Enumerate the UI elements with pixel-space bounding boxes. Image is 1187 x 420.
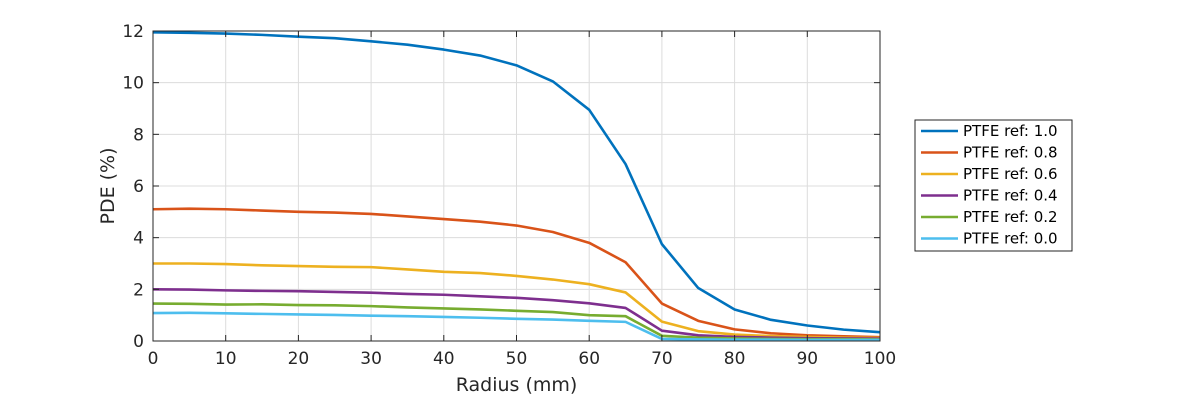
y-axis-label: PDE (%) [97, 147, 119, 224]
legend-label: PTFE ref: 0.2 [963, 208, 1058, 226]
x-tick-label: 10 [215, 349, 237, 369]
x-tick-label: 20 [288, 349, 310, 369]
x-axis-tick-labels: 0 10 20 30 40 50 60 70 80 90 100 [148, 349, 897, 369]
series-line-0 [152, 30, 881, 334]
x-tick-label: 90 [796, 349, 818, 369]
y-tick-label: 8 [133, 125, 144, 145]
legend-label: PTFE ref: 1.0 [963, 122, 1058, 140]
x-axis-label: Radius (mm) [456, 374, 578, 396]
y-axis-tick-labels: 0 2 4 6 8 10 12 [122, 22, 144, 352]
legend-label: PTFE ref: 0.4 [963, 187, 1058, 205]
series-line-1 [152, 207, 881, 339]
y-tick-label: 2 [133, 280, 144, 300]
y-tick-label: 4 [133, 229, 144, 249]
x-tick-label: 80 [724, 349, 746, 369]
y-tick-label: 0 [133, 332, 144, 352]
axis-ticks [152, 30, 881, 342]
y-tick-label: 12 [122, 22, 144, 42]
y-tick-label: 10 [122, 74, 144, 94]
x-tick-label: 70 [651, 349, 673, 369]
x-tick-label: 100 [864, 349, 896, 369]
legend-label: PTFE ref: 0.8 [963, 144, 1058, 162]
x-tick-label: 50 [506, 349, 528, 369]
legend-box [914, 119, 1073, 252]
x-tick-label: 40 [433, 349, 455, 369]
x-tick-label: 60 [578, 349, 600, 369]
x-tick-label: 0 [148, 349, 159, 369]
x-tick-label: 30 [360, 349, 382, 369]
series-line-5 [152, 311, 880, 342]
series-line-2 [153, 262, 881, 340]
legend-label: PTFE ref: 0.6 [963, 165, 1058, 183]
series-line-3 [152, 288, 881, 340]
legend: PTFE ref: 1.0 PTFE ref: 0.8 PTFE ref: 0.6 P… [914, 119, 1073, 252]
y-tick-label: 6 [133, 177, 144, 197]
series-lines [152, 30, 881, 342]
legend-label: PTFE ref: 0.0 [963, 230, 1058, 248]
